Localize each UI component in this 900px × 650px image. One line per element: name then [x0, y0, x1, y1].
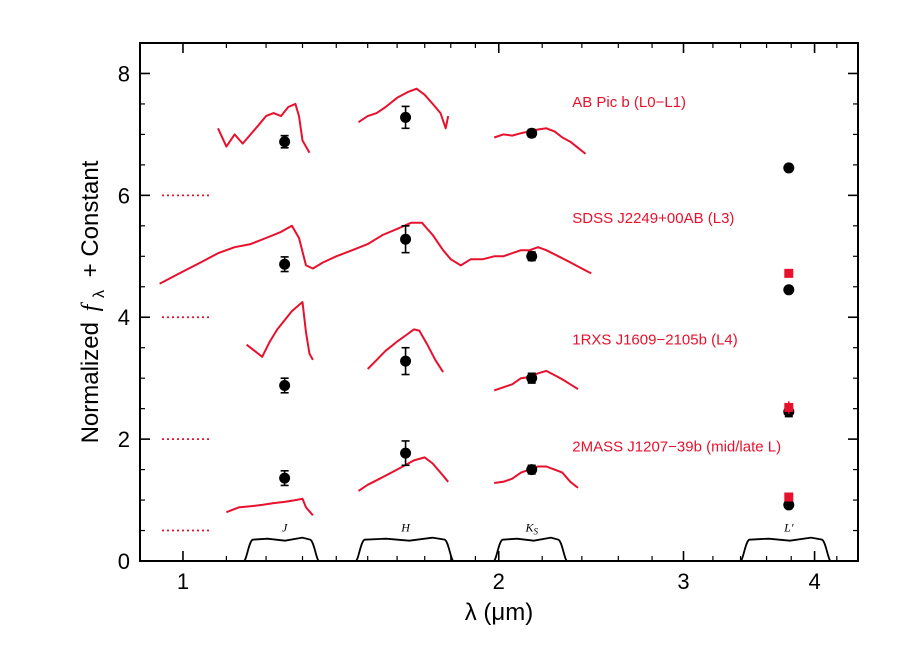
series-label: 1RXS J1609−2105b (L4): [572, 332, 738, 349]
spectrum-line: [217, 102, 311, 154]
y-axis-title: Normalized f λ + Constant: [77, 160, 110, 443]
spectrum-line: [357, 87, 450, 130]
spectrum-line: [245, 301, 314, 361]
y-tick-label: 2: [118, 427, 130, 452]
spectrum-line: [494, 465, 579, 489]
photometry-point: [400, 447, 412, 459]
series-label: AB Pic b (L0−L1): [572, 94, 686, 111]
series-label: SDSS J2249+00AB (L3): [572, 210, 734, 227]
filter-label-J: J: [282, 520, 288, 534]
y-tick-label: 0: [118, 549, 130, 574]
x-tick-label: 1: [177, 569, 189, 594]
y-axis-title-main: Normalized: [77, 322, 104, 443]
plot-frame: [139, 42, 859, 562]
photometry-point: [526, 372, 538, 384]
photometry-point: [783, 284, 795, 296]
spectra: [159, 87, 592, 516]
filter-label-Ks: KS: [524, 520, 538, 536]
filter-curves: J H KS L′: [242, 520, 832, 562]
photometry-point: [400, 111, 412, 123]
model-point: [784, 268, 794, 278]
filter-curve-H: [354, 536, 455, 562]
x-tick-label: 3: [677, 569, 689, 594]
spectrum-line: [366, 328, 444, 373]
y-axis-title-tail: + Constant: [77, 160, 104, 277]
photometry-points: [279, 105, 795, 511]
photometry-point: [526, 127, 538, 139]
photometry-point: [526, 464, 538, 476]
filter-label-H: H: [400, 520, 411, 534]
spectrum-line: [357, 456, 449, 492]
offset-markers: [162, 194, 210, 532]
y-tick-label: 6: [118, 183, 130, 208]
photometry-point: [279, 379, 291, 391]
y-tick-label: 4: [118, 305, 130, 330]
series-label: 2MASS J1207−39b (mid/late L): [572, 438, 781, 455]
photometry-point: [526, 250, 538, 262]
y-axis-title-sub: λ: [91, 290, 108, 298]
photometry-point: [400, 355, 412, 367]
x-tick-label: 4: [808, 569, 820, 594]
x-tick-label: 2: [493, 569, 505, 594]
photometry-point: [400, 233, 412, 245]
spectrum-line: [159, 221, 592, 285]
spectrum-line: [226, 497, 314, 516]
filter-curve-Ks: [492, 536, 569, 562]
filter-label-sub: S: [533, 526, 538, 536]
photometry-point: [279, 472, 291, 484]
series-labels: AB Pic b (L0−L1) SDSS J2249+00AB (L3) 1RXS…: [572, 94, 781, 455]
filter-label-L′: L′: [783, 520, 794, 534]
filter-curve-J: [242, 536, 321, 562]
y-tick-label: 8: [118, 61, 130, 86]
filter-curve-L′: [739, 536, 832, 562]
photometry-point: [279, 136, 291, 148]
x-axis-title: λ (μm): [465, 599, 533, 626]
photometry-point: [279, 258, 291, 270]
photometry-point: [783, 499, 795, 511]
y-axis-title-f: f: [78, 301, 104, 311]
model-point: [784, 492, 794, 502]
spectrum-line: [493, 127, 587, 155]
photometry-point: [783, 162, 795, 174]
spectrum-line: [493, 369, 579, 392]
model-point: [784, 402, 794, 412]
